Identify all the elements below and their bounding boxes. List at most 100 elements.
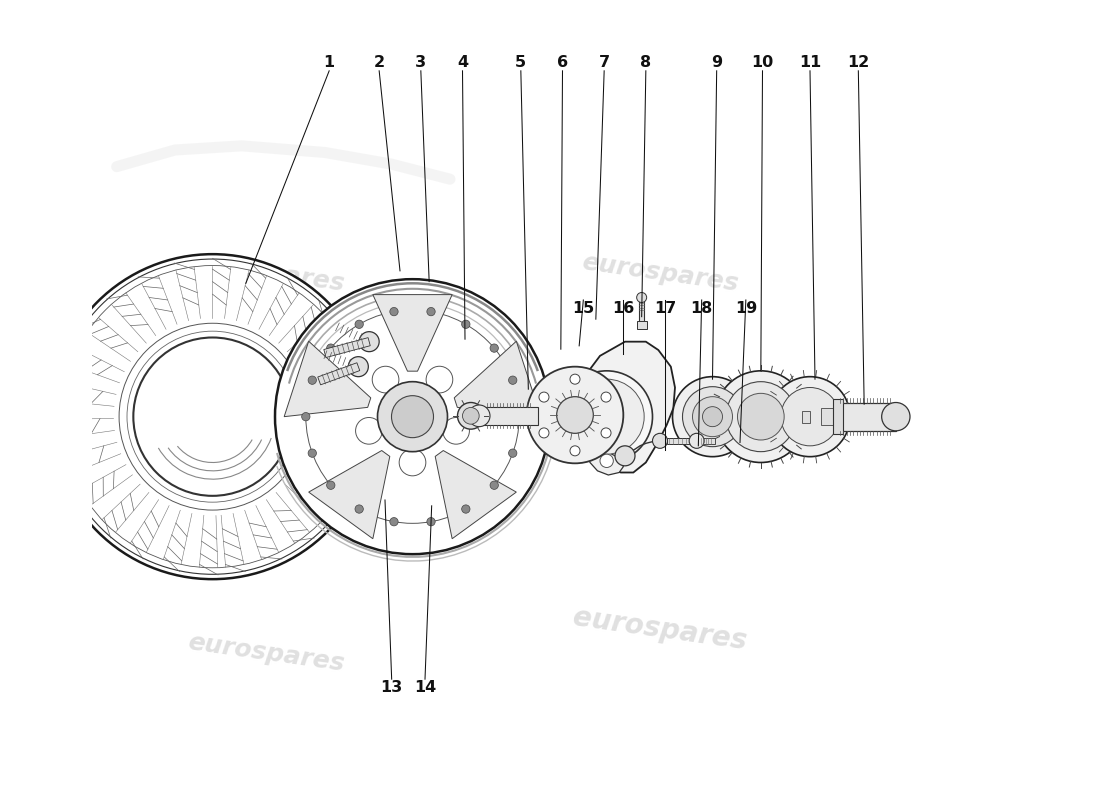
Text: 11: 11 — [799, 55, 821, 70]
Circle shape — [508, 449, 517, 458]
Polygon shape — [834, 399, 844, 434]
Polygon shape — [562, 342, 675, 473]
Circle shape — [133, 338, 292, 496]
Polygon shape — [436, 450, 516, 538]
Circle shape — [399, 449, 426, 476]
Text: eurospares: eurospares — [186, 630, 345, 676]
Polygon shape — [637, 321, 647, 329]
Circle shape — [570, 374, 580, 384]
Circle shape — [490, 344, 498, 352]
Circle shape — [327, 344, 336, 352]
Circle shape — [462, 320, 470, 329]
Polygon shape — [586, 446, 624, 475]
Circle shape — [349, 357, 368, 377]
Circle shape — [443, 418, 470, 444]
Circle shape — [715, 371, 806, 462]
Circle shape — [539, 392, 549, 402]
Circle shape — [392, 396, 433, 438]
Polygon shape — [752, 411, 761, 422]
Circle shape — [601, 428, 610, 438]
Circle shape — [355, 320, 363, 329]
Circle shape — [469, 405, 490, 426]
Polygon shape — [373, 294, 452, 371]
Circle shape — [682, 386, 742, 446]
Circle shape — [275, 279, 550, 554]
Polygon shape — [696, 438, 715, 444]
Circle shape — [301, 413, 310, 421]
Polygon shape — [667, 438, 692, 444]
Text: 1: 1 — [323, 55, 334, 70]
Circle shape — [561, 371, 652, 462]
Polygon shape — [802, 411, 810, 422]
Text: 2: 2 — [374, 55, 385, 70]
Circle shape — [426, 366, 453, 393]
Circle shape — [308, 376, 317, 384]
Circle shape — [539, 428, 549, 438]
Circle shape — [427, 307, 436, 316]
Text: eurospares: eurospares — [186, 250, 345, 296]
Polygon shape — [639, 300, 645, 325]
Text: 13: 13 — [381, 680, 403, 695]
Polygon shape — [318, 362, 360, 385]
Circle shape — [389, 518, 398, 526]
Text: 10: 10 — [751, 55, 773, 70]
Circle shape — [355, 418, 382, 444]
Text: 5: 5 — [515, 55, 527, 70]
Text: 15: 15 — [572, 301, 594, 316]
Circle shape — [462, 407, 480, 424]
Text: 6: 6 — [557, 55, 568, 70]
Polygon shape — [323, 338, 371, 358]
Circle shape — [600, 454, 614, 467]
Circle shape — [569, 379, 645, 454]
Circle shape — [703, 406, 723, 426]
Circle shape — [781, 387, 839, 446]
Circle shape — [726, 382, 795, 452]
Circle shape — [515, 413, 524, 421]
Circle shape — [377, 382, 448, 452]
Circle shape — [615, 446, 635, 466]
Text: 16: 16 — [613, 301, 635, 316]
Circle shape — [672, 377, 752, 457]
Circle shape — [557, 397, 593, 434]
Polygon shape — [309, 450, 389, 538]
Text: 19: 19 — [735, 301, 757, 316]
Text: 7: 7 — [598, 55, 609, 70]
Circle shape — [355, 505, 363, 514]
Circle shape — [327, 481, 336, 490]
Text: 9: 9 — [711, 55, 723, 70]
Polygon shape — [837, 402, 895, 431]
Circle shape — [527, 366, 624, 463]
Circle shape — [693, 397, 733, 437]
Circle shape — [690, 434, 704, 448]
Text: 4: 4 — [456, 55, 469, 70]
Text: 17: 17 — [653, 301, 676, 316]
Polygon shape — [454, 342, 541, 417]
Circle shape — [427, 518, 436, 526]
Circle shape — [652, 434, 668, 448]
Circle shape — [508, 376, 517, 384]
Text: 12: 12 — [847, 55, 869, 70]
Circle shape — [737, 394, 784, 440]
Polygon shape — [284, 342, 371, 417]
Text: 18: 18 — [691, 301, 713, 316]
Text: 8: 8 — [640, 55, 651, 70]
Circle shape — [372, 366, 399, 393]
Polygon shape — [483, 406, 538, 425]
Circle shape — [637, 293, 647, 302]
Circle shape — [360, 332, 379, 352]
Circle shape — [458, 402, 484, 429]
Circle shape — [882, 402, 910, 431]
Text: 14: 14 — [414, 680, 436, 695]
Circle shape — [462, 505, 470, 514]
Text: 3: 3 — [416, 55, 427, 70]
Circle shape — [601, 392, 610, 402]
Text: eurospares: eurospares — [571, 603, 749, 656]
Circle shape — [490, 481, 498, 490]
Circle shape — [50, 254, 375, 579]
Circle shape — [389, 307, 398, 316]
Text: eurospares: eurospares — [580, 250, 740, 296]
Circle shape — [770, 377, 850, 457]
Polygon shape — [821, 408, 837, 425]
Circle shape — [570, 446, 580, 456]
Circle shape — [308, 449, 317, 458]
